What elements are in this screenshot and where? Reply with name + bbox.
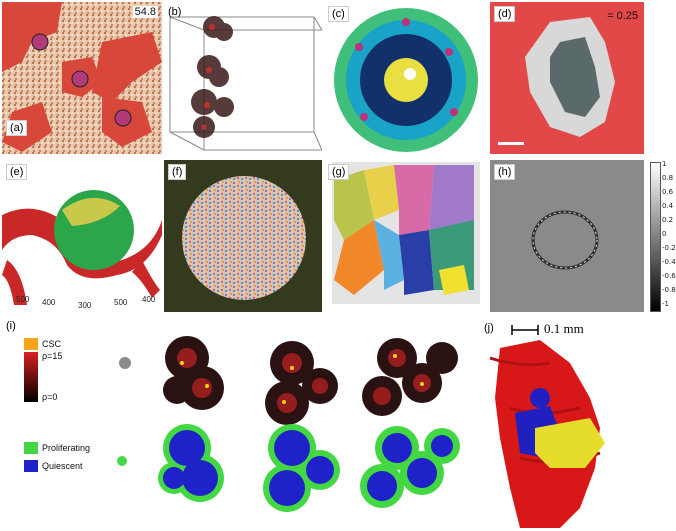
panel-h-image xyxy=(531,210,599,270)
colorbar-tick: -0.2 xyxy=(662,244,676,252)
panel-a: (a) 54.8 xyxy=(2,2,162,154)
panel-i: (i) CSC ρ=15 ρ=0 Proliferating Quiescent xyxy=(2,318,476,530)
legend-proliferating-swatch xyxy=(24,442,38,454)
panel-a-label: (a) xyxy=(6,120,28,136)
panel-b: (b) xyxy=(164,2,322,154)
panel-e-tick-1: 500 xyxy=(16,295,30,304)
panel-g-image xyxy=(332,162,480,304)
panel-e-label: (e) xyxy=(6,164,28,180)
colorbar-tick: 0 xyxy=(662,230,667,238)
panel-b-image xyxy=(169,16,322,151)
panel-e-tick-5: 400 xyxy=(142,295,156,304)
colorbar-tick: 0.6 xyxy=(662,188,674,196)
panel-d-value: = 0.25 xyxy=(607,10,638,22)
panel-h: (h) xyxy=(490,160,644,312)
panel-j-label: (j) xyxy=(484,322,494,334)
panel-j: (j) 0.1 mm xyxy=(480,318,674,530)
panel-d: (d) = 0.25 xyxy=(490,2,644,154)
panel-j-image xyxy=(489,340,605,528)
colorbar-tick: -0.4 xyxy=(662,258,676,266)
colorbar-tick: 0.2 xyxy=(662,216,674,224)
panel-f-label: (f) xyxy=(168,164,187,180)
panel-h-label: (h) xyxy=(494,164,516,180)
legend-quiescent-label: Quiescent xyxy=(42,461,83,471)
colorbar-tick: 1 xyxy=(662,160,667,168)
panel-a-image xyxy=(2,2,162,154)
legend-csc-swatch xyxy=(24,338,38,350)
panel-c-image xyxy=(334,8,478,152)
panel-j-scalebar xyxy=(511,325,539,335)
panel-h-colorbar: 1 0.8 0.6 0.4 0.2 0 -0.2 -0.4 -0.6 -0.8 … xyxy=(648,160,676,315)
colorbar-tick: -0.8 xyxy=(662,286,676,294)
panel-d-image xyxy=(498,17,615,145)
panel-f: (f) xyxy=(164,160,322,312)
panel-i-label: (i) xyxy=(6,320,16,332)
panel-b-label: (b) xyxy=(168,6,182,18)
panel-e-tick-3: 300 xyxy=(78,301,92,310)
legend-csc-label: CSC xyxy=(42,339,62,349)
panel-g-label: (g) xyxy=(328,164,350,180)
panel-j-scale-label: 0.1 mm xyxy=(544,321,584,336)
panel-c-label: (c) xyxy=(328,6,349,22)
legend-density-gradient xyxy=(24,352,38,402)
colorbar-tick: -0.6 xyxy=(662,272,676,280)
legend-proliferating-label: Proliferating xyxy=(42,443,91,453)
panel-e-image xyxy=(2,190,162,305)
panel-d-label: (d) xyxy=(494,6,516,22)
legend-rho-high: ρ=15 xyxy=(42,351,63,361)
panel-g: (g) xyxy=(324,160,486,312)
colorbar-gradient xyxy=(650,162,661,312)
colorbar-tick: 0.4 xyxy=(662,202,674,210)
legend-rho-low: ρ=0 xyxy=(42,392,58,402)
panel-f-image xyxy=(182,176,306,300)
panel-a-value: 54.8 xyxy=(132,6,158,18)
panel-i-image xyxy=(117,336,460,512)
panel-e-tick-4: 500 xyxy=(114,298,128,307)
colorbar-tick: -1 xyxy=(662,300,669,308)
legend-quiescent-swatch xyxy=(24,460,38,472)
colorbar-tick: 0.8 xyxy=(662,174,674,182)
panel-c: (c) xyxy=(324,2,486,154)
panel-e-tick-2: 400 xyxy=(42,298,56,307)
panel-e: (e) 500 400 300 500 400 xyxy=(2,160,162,312)
